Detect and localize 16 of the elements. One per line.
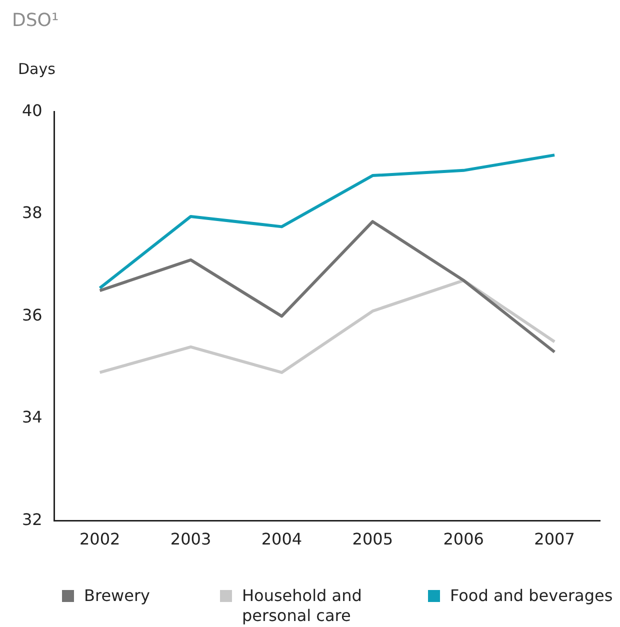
y-axis-title: Days	[18, 60, 56, 78]
x-tick-label: 2005	[352, 530, 394, 549]
x-tick-label: 2004	[261, 530, 302, 549]
y-tick-label: 32	[22, 510, 42, 529]
x-tick-label: 2006	[443, 530, 484, 549]
y-tick-label: 36	[22, 305, 42, 324]
y-tick-label: 38	[22, 203, 42, 222]
legend-label: Brewery	[84, 586, 150, 606]
chart-title: DSO¹	[12, 10, 59, 31]
x-tick-label: 2007	[534, 530, 575, 549]
legend-label: Household and personal care	[242, 586, 363, 626]
y-tick-label: 34	[22, 408, 42, 427]
x-tick-label: 2003	[170, 530, 212, 549]
y-tick-label: 40	[22, 100, 42, 120]
x-tick-label: 2002	[79, 530, 120, 549]
legend-label: Food and beverages	[450, 586, 613, 606]
